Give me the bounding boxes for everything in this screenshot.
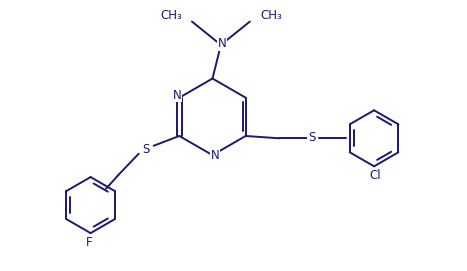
Text: F: F: [86, 236, 93, 249]
Text: N: N: [173, 89, 181, 102]
Text: S: S: [142, 143, 149, 156]
Text: S: S: [308, 131, 315, 144]
Text: N: N: [211, 149, 219, 162]
Text: CH₃: CH₃: [260, 9, 282, 22]
Text: N: N: [218, 37, 226, 50]
Text: CH₃: CH₃: [160, 9, 182, 22]
Text: Cl: Cl: [369, 169, 381, 182]
